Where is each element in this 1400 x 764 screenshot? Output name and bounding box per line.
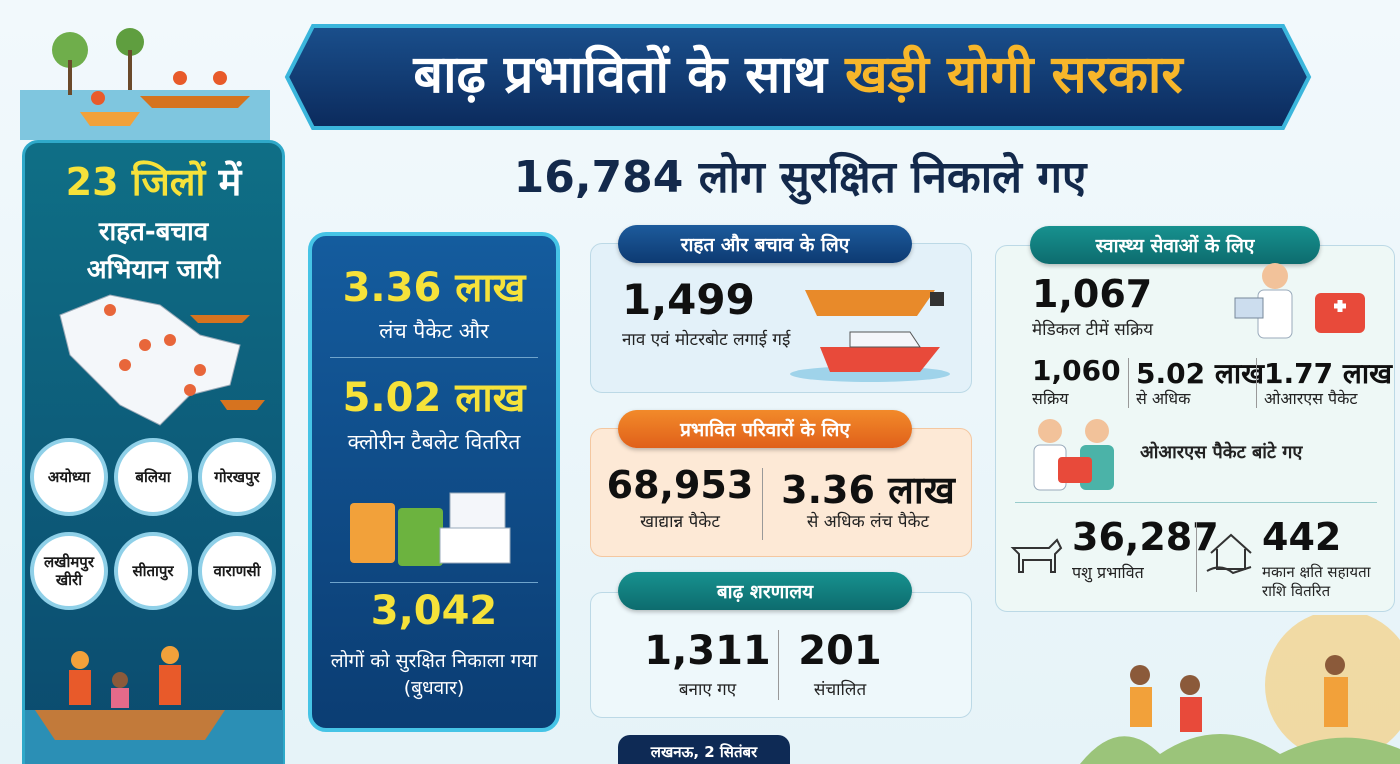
- doctor-illustration: [1234, 263, 1365, 339]
- stat-value: 3,042: [370, 588, 498, 634]
- stat-value: 36,287: [1072, 515, 1219, 559]
- subtitle: 16,784 लोग सुरक्षित निकाले गए: [513, 152, 1087, 203]
- title-banner: [284, 24, 1312, 130]
- shelters-box: [590, 592, 972, 718]
- dateline: लखनऊ, 2 सितंबर: [618, 735, 790, 764]
- note: ओआरएस पैकेट बांटे गए: [1140, 442, 1303, 463]
- district: सीतापुर: [114, 532, 192, 610]
- district: अयोध्या: [30, 438, 108, 516]
- district: गोरखपुर: [198, 438, 276, 516]
- stat-label: क्लोरीन टैबलेट वितरित: [347, 430, 521, 454]
- district: बलिया: [114, 438, 192, 516]
- section-heading: स्वास्थ्य सेवाओं के लिए: [1030, 226, 1320, 264]
- boat-illustration: [25, 646, 283, 764]
- stat-value: 68,953: [606, 463, 754, 507]
- stat-value: 3.36 लाख: [781, 468, 955, 512]
- divider: [762, 468, 763, 540]
- stat-value: 5.02 लाख: [1136, 357, 1264, 390]
- stat-label: ओआरएस पैकेट: [1264, 389, 1358, 408]
- stat-label: बनाए गए: [678, 680, 737, 700]
- divider: [1256, 358, 1257, 408]
- stat-label: से अधिक लंच पैकेट: [806, 512, 930, 532]
- relief-box: [590, 243, 972, 393]
- divider: [1196, 522, 1197, 592]
- stat-label: लंच पैकेट और: [379, 319, 489, 343]
- stat-label: सक्रिय: [1032, 389, 1069, 408]
- stat-value: 1.77 लाख: [1264, 357, 1392, 390]
- nurse-illustration: [1033, 419, 1114, 491]
- families-box: [590, 428, 972, 557]
- divider: [330, 582, 538, 583]
- stat-value: 5.02 लाख: [342, 375, 526, 421]
- stat-label: से अधिक: [1136, 389, 1191, 408]
- aid-illustration: [1080, 615, 1400, 764]
- divider: [1015, 502, 1377, 503]
- panel-text: अभियान जारी: [86, 255, 221, 285]
- stat-label: संचालित: [813, 680, 867, 700]
- divider: [778, 630, 779, 700]
- boats-illustration: [790, 290, 950, 382]
- state-map: [59, 294, 265, 426]
- stat-label: नाव एवं मोटरबोट लगाई गई: [622, 330, 791, 350]
- stat-label: खाद्यान्न पैकेट: [640, 512, 720, 532]
- divider: [1128, 358, 1129, 408]
- stat-value: 1,060: [1032, 354, 1121, 387]
- packets-illustration: [350, 492, 511, 566]
- divider: [330, 357, 538, 358]
- stat-value: 201: [798, 628, 882, 674]
- stat-label: लोगों को सुरक्षित निकाला गया (बुधवार): [330, 650, 538, 699]
- section-heading: राहत और बचाव के लिए: [618, 225, 912, 263]
- stat-value: 1,067: [1032, 272, 1153, 316]
- district-count-suffix: में: [218, 160, 242, 204]
- rescue-illustration: [20, 28, 270, 140]
- title: बाढ़ प्रभावितों के साथ खड़ी योगी सरकार: [283, 40, 1313, 110]
- district: लखीमपुर खीरी: [30, 532, 108, 610]
- stat-value: 1,311: [644, 628, 771, 674]
- district: वाराणसी: [198, 532, 276, 610]
- title-highlight: खड़ी योगी सरकार: [845, 45, 1183, 105]
- house-icon: [1206, 533, 1252, 575]
- stat-value: 1,499: [622, 275, 755, 324]
- district-count: 23 जिलों: [65, 160, 206, 204]
- title-part: बाढ़ प्रभावितों के साथ: [413, 45, 828, 105]
- stat-value: 442: [1262, 515, 1342, 559]
- section-heading: प्रभावित परिवारों के लिए: [618, 410, 912, 448]
- stat-label: मकान क्षति सहायता राशि वितरित: [1262, 563, 1371, 600]
- stat-label: पशु प्रभावित: [1072, 563, 1144, 582]
- panel-text: राहत-बचाव: [98, 217, 209, 247]
- stat-value: 3.36 लाख: [342, 265, 526, 311]
- stat-label: मेडिकल टीमें सक्रिय: [1032, 320, 1154, 340]
- distribution-panel: [308, 232, 560, 732]
- section-heading: बाढ़ शरणालय: [618, 572, 912, 610]
- cattle-icon: [1010, 538, 1063, 573]
